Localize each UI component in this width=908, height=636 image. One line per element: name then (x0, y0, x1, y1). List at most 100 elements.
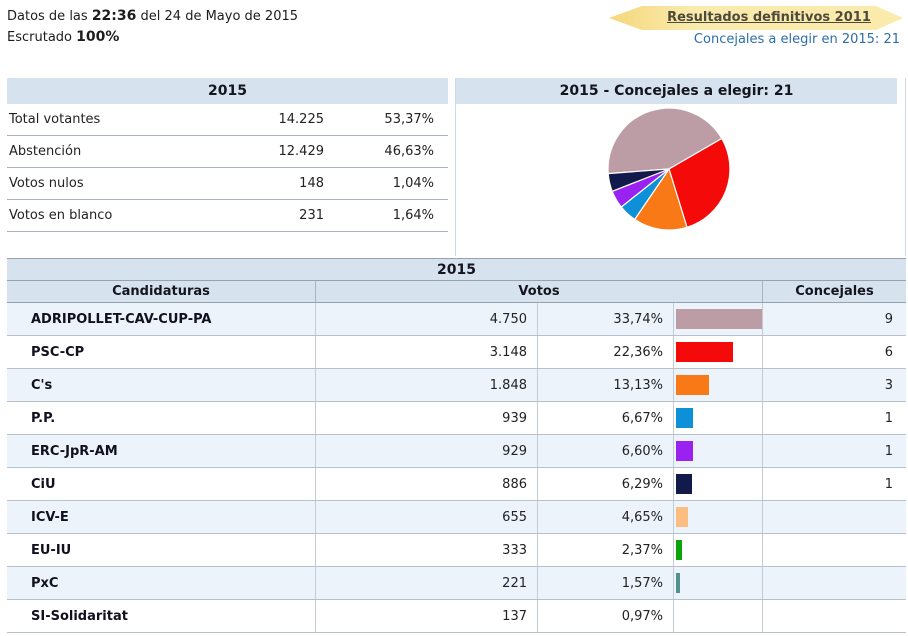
candidate-name: ICV-E (7, 501, 316, 533)
votes-percent: 6,29% (538, 468, 674, 500)
vote-share-bar (676, 441, 693, 461)
summary-value: 14.225 (278, 112, 325, 127)
summary-percent: 1,04% (392, 176, 434, 191)
scrutiny-info: Datos de las 22:36 del 24 de Mayo de 201… (7, 6, 298, 48)
vote-share-bar-cell (674, 567, 763, 599)
summary-label: Votos en blanco (9, 208, 113, 223)
summary-value: 12.429 (278, 144, 325, 159)
votes-value: 333 (316, 534, 538, 566)
seats-value (763, 534, 906, 566)
pie-slice (668, 137, 731, 229)
banner-arrow-polygon (609, 6, 903, 30)
vote-share-bar (676, 507, 688, 527)
vote-share-bar-cell (674, 468, 763, 500)
pie-slice (633, 167, 688, 231)
seats-value: 6 (884, 344, 893, 360)
results-table-header: Candidaturas Votos Concejales (7, 281, 906, 303)
table-row: Votos nulos 148 1,04% (7, 168, 448, 200)
pie-chart (607, 107, 731, 231)
timestamp-prefix: Datos de las (7, 9, 88, 24)
table-row: P.P. 939 6,67% 1 (7, 402, 906, 435)
table-row: C's 1.848 13,13% 3 (7, 369, 906, 402)
votes-percent: 22,36% (538, 336, 674, 368)
summary-label: Abstención (9, 144, 82, 159)
scrutiny-line: Escrutado 100% (7, 27, 298, 48)
table-row: ICV-E 655 4,65% (7, 501, 906, 534)
votes-percent: 0,97% (538, 600, 674, 632)
candidate-name: ADRIPOLLET-CAV-CUP-PA (7, 303, 316, 335)
candidate-name: PxC (7, 567, 316, 599)
votes-value: 655 (316, 501, 538, 533)
summary-label: Total votantes (9, 112, 101, 127)
table-row: Votos en blanco 231 1,64% (7, 200, 448, 232)
seats-value: 9 (884, 311, 893, 327)
votes-percent: 1,57% (538, 567, 674, 599)
seats-value (763, 501, 906, 533)
vote-share-bar (676, 342, 733, 362)
candidate-name: ERC-JpR-AM (7, 435, 316, 467)
seats-value: 3 (884, 377, 893, 393)
table-row: CiU 886 6,29% 1 (7, 468, 906, 501)
candidate-name: C's (7, 369, 316, 401)
votes-value: 1.848 (316, 369, 538, 401)
pie-chart-wrap (606, 106, 732, 232)
votes-value: 3.148 (316, 336, 538, 368)
seats-value: 1 (884, 443, 893, 459)
table-row: ADRIPOLLET-CAV-CUP-PA 4.750 33,74% 9 (7, 303, 906, 336)
table-row: PSC-CP 3.148 22,36% 6 (7, 336, 906, 369)
results-2011-link[interactable]: Resultados definitivos 2011 (667, 10, 871, 25)
votes-percent: 13,13% (538, 369, 674, 401)
summary-percent: 46,63% (384, 144, 434, 159)
vote-share-bar (676, 573, 680, 593)
vote-share-bar-cell (674, 369, 763, 401)
votes-value: 929 (316, 435, 538, 467)
seats-value (763, 600, 906, 632)
column-header-candidaturas: Candidaturas (7, 281, 316, 302)
votes-percent: 6,67% (538, 402, 674, 434)
vote-share-bar (676, 309, 762, 329)
pie-slice (607, 168, 670, 193)
vote-share-bar-cell (674, 402, 763, 434)
table-row: ERC-JpR-AM 929 6,60% 1 (7, 435, 906, 468)
summary-percent: 53,37% (384, 112, 434, 127)
vote-share-bar-cell (674, 336, 763, 368)
turnout-summary-table: 2015 Total votantes 14.225 53,37% Absten… (7, 78, 448, 232)
column-header-concejales: Concejales (795, 284, 874, 299)
table-row: SI-Solidaritat 137 0,97% (7, 600, 906, 633)
votes-value: 939 (316, 402, 538, 434)
summary-value: 148 (299, 176, 324, 191)
concejales-note: Concejales a elegir en 2015: 21 (693, 32, 900, 47)
vote-share-bar (676, 540, 682, 560)
summary-table-title: 2015 (7, 78, 448, 104)
seats-value (763, 567, 906, 599)
data-timestamp-line: Datos de las 22:36 del 24 de Mayo de 201… (7, 6, 298, 27)
candidatures-results-table: 2015 Candidaturas Votos Concejales ADRIP… (7, 258, 906, 633)
vote-share-bar-cell (674, 303, 763, 335)
table-row: EU-IU 333 2,37% (7, 534, 906, 567)
candidate-name: EU-IU (7, 534, 316, 566)
votes-value: 221 (316, 567, 538, 599)
candidate-name: CiU (7, 468, 316, 500)
votes-percent: 6,60% (538, 435, 674, 467)
timestamp-suffix: del 24 de Mayo de 2015 (140, 9, 299, 24)
pie-slice (607, 107, 723, 175)
results-table-title: 2015 (7, 258, 906, 281)
vote-share-bar-cell (674, 435, 763, 467)
votes-percent: 33,74% (538, 303, 674, 335)
candidate-name: P.P. (7, 402, 316, 434)
vote-share-bar (676, 408, 693, 428)
banner-arrow-shape (609, 6, 903, 30)
votes-percent: 2,37% (538, 534, 674, 566)
table-row: Total votantes 14.225 53,37% (7, 104, 448, 136)
timestamp-time: 22:36 (91, 8, 137, 24)
candidate-name: PSC-CP (7, 336, 316, 368)
table-row: Abstención 12.429 46,63% (7, 136, 448, 168)
votes-value: 4.750 (316, 303, 538, 335)
table-row: PxC 221 1,57% (7, 567, 906, 600)
summary-label: Votos nulos (9, 176, 84, 191)
vote-share-bar-cell (674, 600, 763, 632)
scrutiny-percent: 100% (76, 29, 120, 45)
results-2011-banner: Resultados definitivos 2011 (606, 5, 906, 31)
pie-panel-title: 2015 - Concejales a elegir: 21 (456, 78, 897, 104)
vote-share-bar (676, 474, 692, 494)
